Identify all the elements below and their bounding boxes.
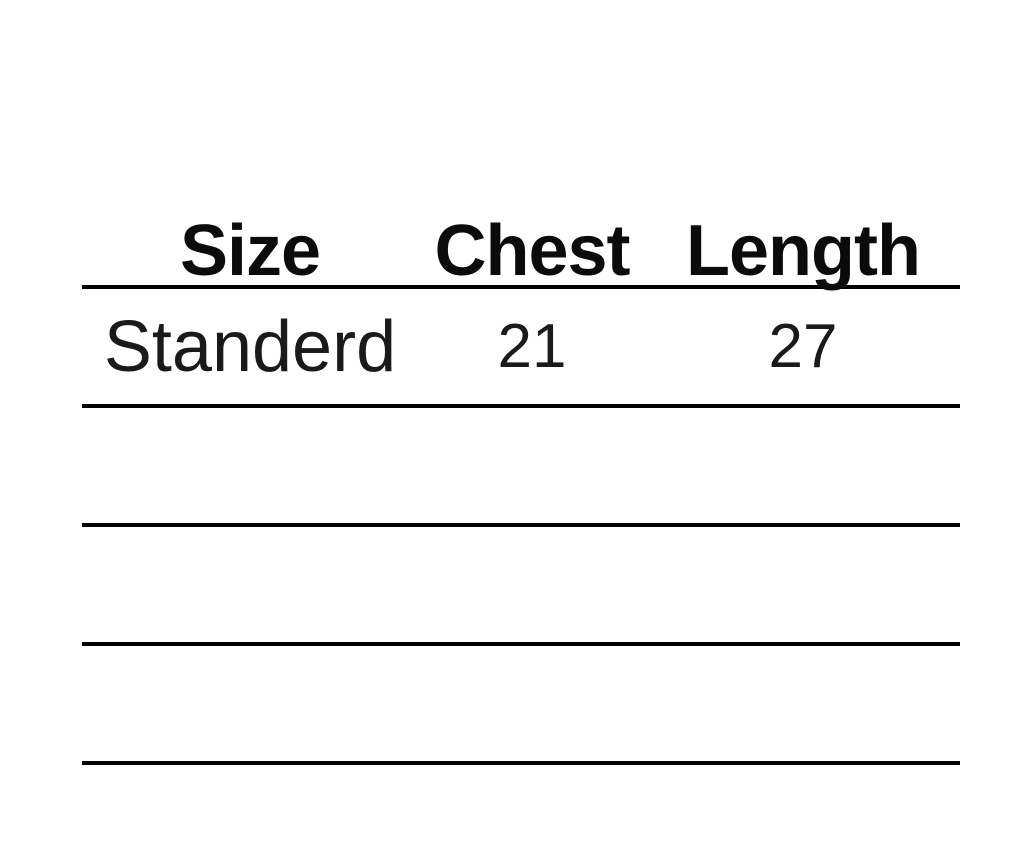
- length-value: 27: [646, 287, 960, 408]
- size-chart: Size Chest Length Standerd 21 27: [82, 169, 960, 765]
- column-header-chest: Chest: [418, 169, 646, 289]
- empty-cell: [82, 406, 418, 527]
- empty-cell: [646, 644, 960, 765]
- header-row: Size Chest Length: [82, 169, 960, 289]
- size-chart-table: Size Chest Length Standerd 21 27: [82, 169, 960, 765]
- empty-cell: [646, 525, 960, 646]
- column-header-size: Size: [82, 169, 418, 289]
- empty-cell: [418, 525, 646, 646]
- empty-cell: [82, 525, 418, 646]
- empty-cell: [418, 644, 646, 765]
- column-header-length: Length: [646, 169, 960, 289]
- table-row-empty-3: [82, 644, 960, 765]
- table-row-empty-2: [82, 525, 960, 646]
- empty-cell: [82, 644, 418, 765]
- table-row-empty-1: [82, 406, 960, 527]
- empty-cell: [418, 406, 646, 527]
- table-row-standard: Standerd 21 27: [82, 287, 960, 408]
- chest-value: 21: [418, 287, 646, 408]
- empty-cell: [646, 406, 960, 527]
- size-value: Standerd: [82, 287, 418, 408]
